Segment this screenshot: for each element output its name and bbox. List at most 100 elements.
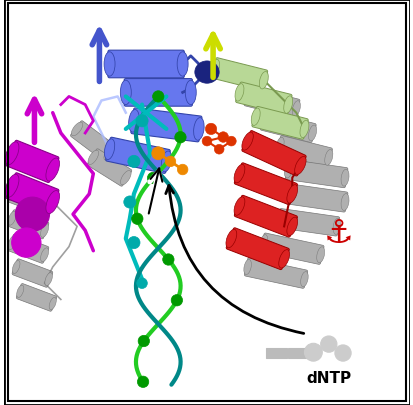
FancyBboxPatch shape: [12, 259, 52, 288]
Ellipse shape: [233, 165, 244, 183]
Ellipse shape: [161, 151, 171, 173]
Circle shape: [152, 92, 164, 103]
Ellipse shape: [243, 89, 251, 105]
Ellipse shape: [5, 143, 19, 165]
Circle shape: [12, 228, 41, 258]
Circle shape: [136, 278, 147, 289]
Circle shape: [177, 165, 188, 175]
FancyBboxPatch shape: [277, 209, 339, 237]
FancyBboxPatch shape: [8, 210, 49, 239]
Ellipse shape: [71, 123, 83, 136]
Ellipse shape: [278, 250, 289, 269]
Ellipse shape: [316, 247, 324, 263]
FancyBboxPatch shape: [70, 122, 116, 162]
Ellipse shape: [292, 101, 300, 117]
Ellipse shape: [46, 191, 59, 214]
Ellipse shape: [120, 81, 131, 105]
Ellipse shape: [286, 217, 297, 236]
Ellipse shape: [259, 235, 267, 251]
Ellipse shape: [104, 139, 114, 160]
Circle shape: [123, 196, 135, 209]
FancyBboxPatch shape: [87, 149, 131, 187]
Ellipse shape: [210, 60, 219, 77]
Circle shape: [205, 124, 216, 135]
FancyBboxPatch shape: [276, 136, 332, 167]
Ellipse shape: [185, 81, 196, 105]
Text: ⚓: ⚓: [323, 216, 353, 249]
Circle shape: [174, 132, 186, 143]
FancyBboxPatch shape: [260, 112, 316, 143]
FancyBboxPatch shape: [16, 284, 57, 311]
Ellipse shape: [284, 162, 292, 179]
Ellipse shape: [225, 230, 236, 248]
Ellipse shape: [241, 133, 253, 151]
Circle shape: [135, 115, 148, 128]
Ellipse shape: [88, 151, 98, 165]
Ellipse shape: [120, 171, 131, 185]
Ellipse shape: [283, 97, 292, 114]
Circle shape: [320, 336, 336, 352]
Ellipse shape: [8, 236, 16, 250]
Circle shape: [138, 335, 149, 347]
Ellipse shape: [46, 159, 59, 181]
Ellipse shape: [12, 261, 20, 274]
FancyBboxPatch shape: [235, 83, 291, 115]
FancyBboxPatch shape: [124, 79, 192, 107]
Ellipse shape: [259, 72, 268, 90]
Ellipse shape: [324, 150, 332, 166]
Ellipse shape: [8, 212, 16, 226]
Ellipse shape: [235, 85, 243, 102]
Ellipse shape: [300, 272, 307, 287]
FancyBboxPatch shape: [6, 173, 59, 215]
FancyBboxPatch shape: [234, 163, 297, 205]
Circle shape: [131, 213, 142, 225]
Ellipse shape: [49, 298, 56, 310]
Circle shape: [334, 345, 350, 361]
FancyBboxPatch shape: [8, 234, 49, 264]
Ellipse shape: [340, 170, 348, 187]
Circle shape: [171, 295, 182, 306]
Circle shape: [165, 157, 175, 167]
Circle shape: [202, 137, 211, 147]
Circle shape: [226, 137, 236, 147]
Ellipse shape: [5, 175, 19, 198]
Bar: [287, 348, 309, 358]
Circle shape: [162, 254, 173, 266]
Ellipse shape: [275, 211, 283, 227]
Ellipse shape: [195, 62, 218, 84]
Ellipse shape: [40, 224, 48, 238]
FancyArrowPatch shape: [165, 186, 303, 334]
FancyBboxPatch shape: [211, 59, 267, 91]
Ellipse shape: [104, 53, 115, 77]
Ellipse shape: [128, 110, 139, 133]
Ellipse shape: [243, 260, 251, 275]
Ellipse shape: [40, 200, 48, 213]
Ellipse shape: [104, 147, 115, 161]
Ellipse shape: [284, 186, 292, 203]
Ellipse shape: [340, 194, 348, 211]
Ellipse shape: [308, 126, 316, 142]
Circle shape: [217, 132, 228, 143]
Circle shape: [128, 237, 140, 249]
Ellipse shape: [8, 188, 16, 201]
FancyBboxPatch shape: [244, 258, 307, 289]
Circle shape: [15, 198, 49, 232]
Circle shape: [128, 156, 140, 168]
FancyBboxPatch shape: [131, 109, 202, 143]
Ellipse shape: [45, 273, 52, 286]
FancyBboxPatch shape: [225, 228, 289, 270]
Ellipse shape: [332, 219, 340, 235]
Ellipse shape: [299, 121, 308, 138]
FancyBboxPatch shape: [285, 160, 347, 188]
Bar: [265, 348, 286, 358]
Ellipse shape: [275, 138, 283, 154]
FancyBboxPatch shape: [234, 196, 297, 238]
Ellipse shape: [251, 109, 259, 126]
Circle shape: [214, 145, 223, 155]
Ellipse shape: [17, 286, 24, 298]
Ellipse shape: [193, 118, 204, 141]
Circle shape: [304, 343, 322, 361]
Ellipse shape: [233, 197, 244, 216]
FancyBboxPatch shape: [6, 141, 59, 183]
Ellipse shape: [286, 185, 297, 204]
